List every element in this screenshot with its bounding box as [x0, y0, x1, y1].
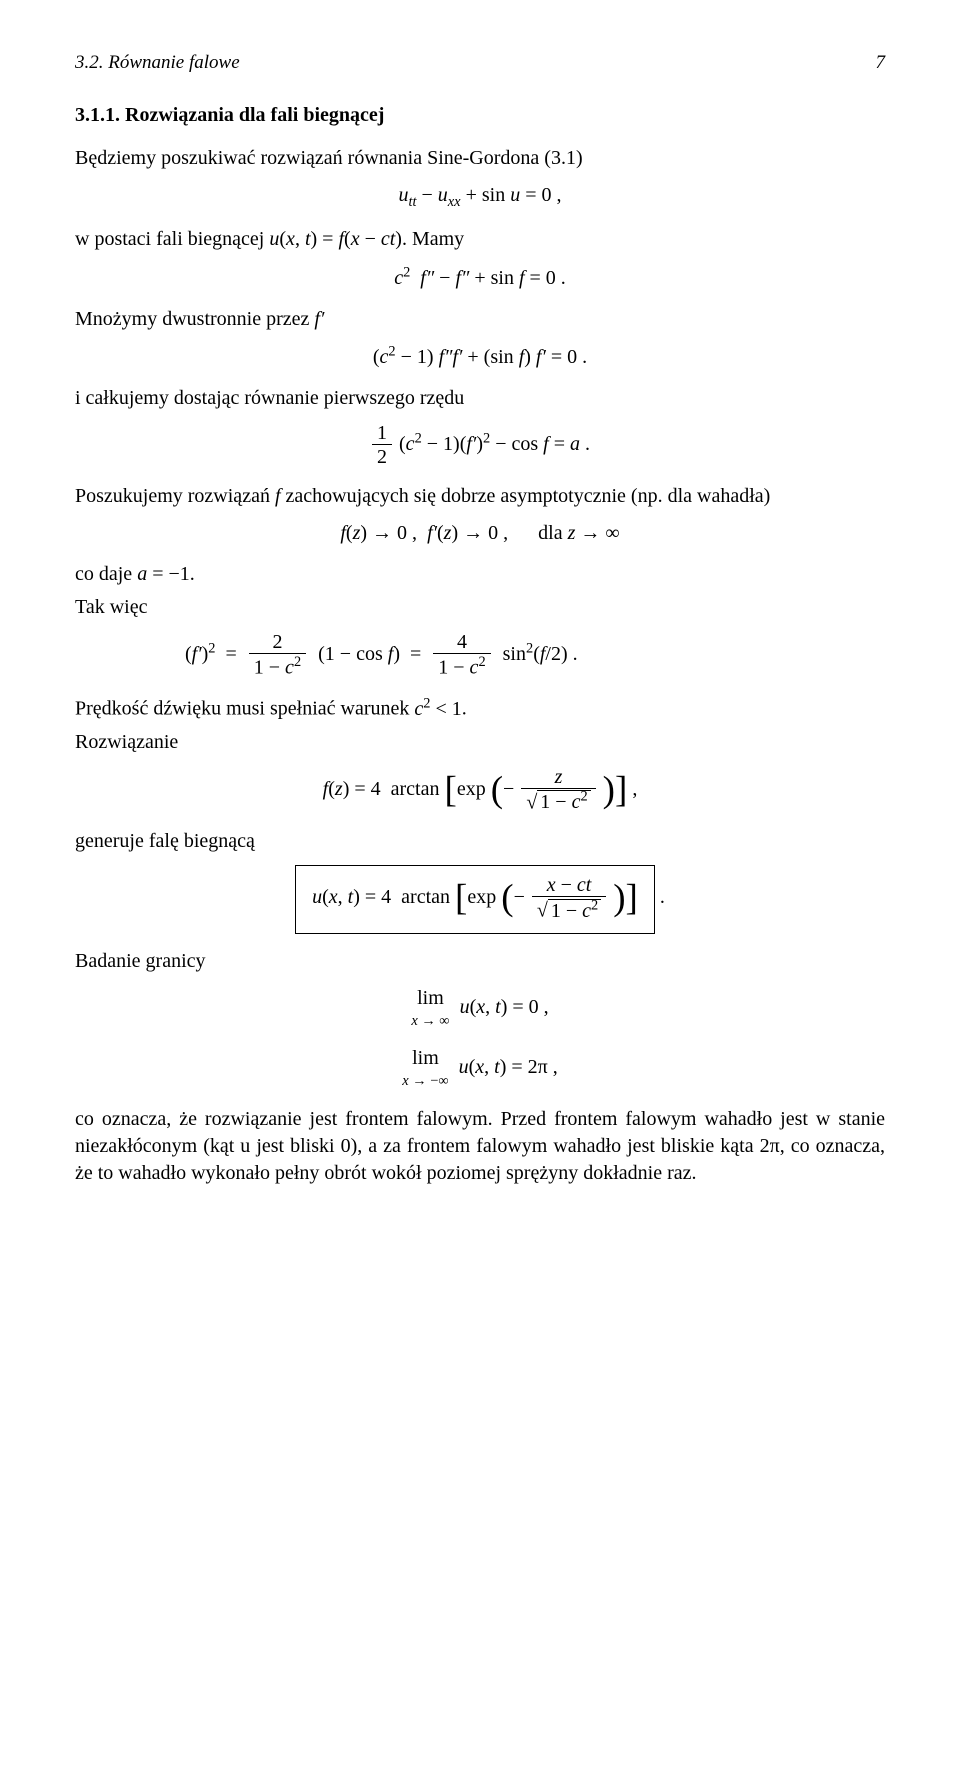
- equation-6: (f′)2 = 21 − c2 (1 − cos f) = 41 − c2 si…: [185, 631, 885, 680]
- equation-5: f(z) → 0 , f′(z) → 0 , dla z → ∞: [75, 520, 885, 547]
- equation-1: utt − uxx + sin u = 0 ,: [75, 182, 885, 212]
- header-section: 3.2. Równanie falowe: [75, 50, 240, 76]
- para-4: i całkujemy dostając równanie pierwszego…: [75, 385, 885, 412]
- equation-7: f(z) = 4 arctan [exp (− z √1 − c2 )] ,: [75, 766, 885, 815]
- para-10: generuje falę biegnącą: [75, 828, 885, 855]
- para-8: Prędkość dźwięku musi spełniać warunek c…: [75, 694, 885, 723]
- equation-9a: lim x → ∞ u(x, t) = 0 ,: [75, 985, 885, 1031]
- para-7: Tak więc: [75, 594, 885, 621]
- equation-2: c2 f″ − f″ + sin f = 0 .: [75, 263, 885, 292]
- para-11: Badanie granicy: [75, 948, 885, 975]
- para-1: Będziemy poszukiwać rozwiązań równania S…: [75, 145, 885, 172]
- para-3: Mnożymy dwustronnie przez f′: [75, 306, 885, 333]
- para-12: co oznacza, że rozwiązanie jest frontem …: [75, 1106, 885, 1187]
- equation-4: 12 (c2 − 1)(f′)2 − cos f = a .: [75, 422, 885, 469]
- running-header: 3.2. Równanie falowe 7: [75, 50, 885, 76]
- equation-3: (c2 − 1) f″f′ + (sin f) f′ = 0 .: [75, 343, 885, 372]
- section-title: 3.1.1. Rozwiązania dla fali biegnącej: [75, 102, 885, 129]
- para-6: co daje a = −1.: [75, 561, 885, 588]
- equation-8: u(x, t) = 4 arctan [exp (− x − ct √1 − c…: [75, 865, 885, 934]
- para-2: w postaci fali biegnącej u(x, t) = f(x −…: [75, 226, 885, 253]
- para-9: Rozwiązanie: [75, 729, 885, 756]
- equation-5-cond: dla z → ∞: [538, 522, 620, 544]
- page-number: 7: [876, 50, 886, 76]
- para-5: Poszukujemy rozwiązań f zachowujących si…: [75, 483, 885, 510]
- equation-9b: lim x → −∞ u(x, t) = 2π ,: [75, 1045, 885, 1091]
